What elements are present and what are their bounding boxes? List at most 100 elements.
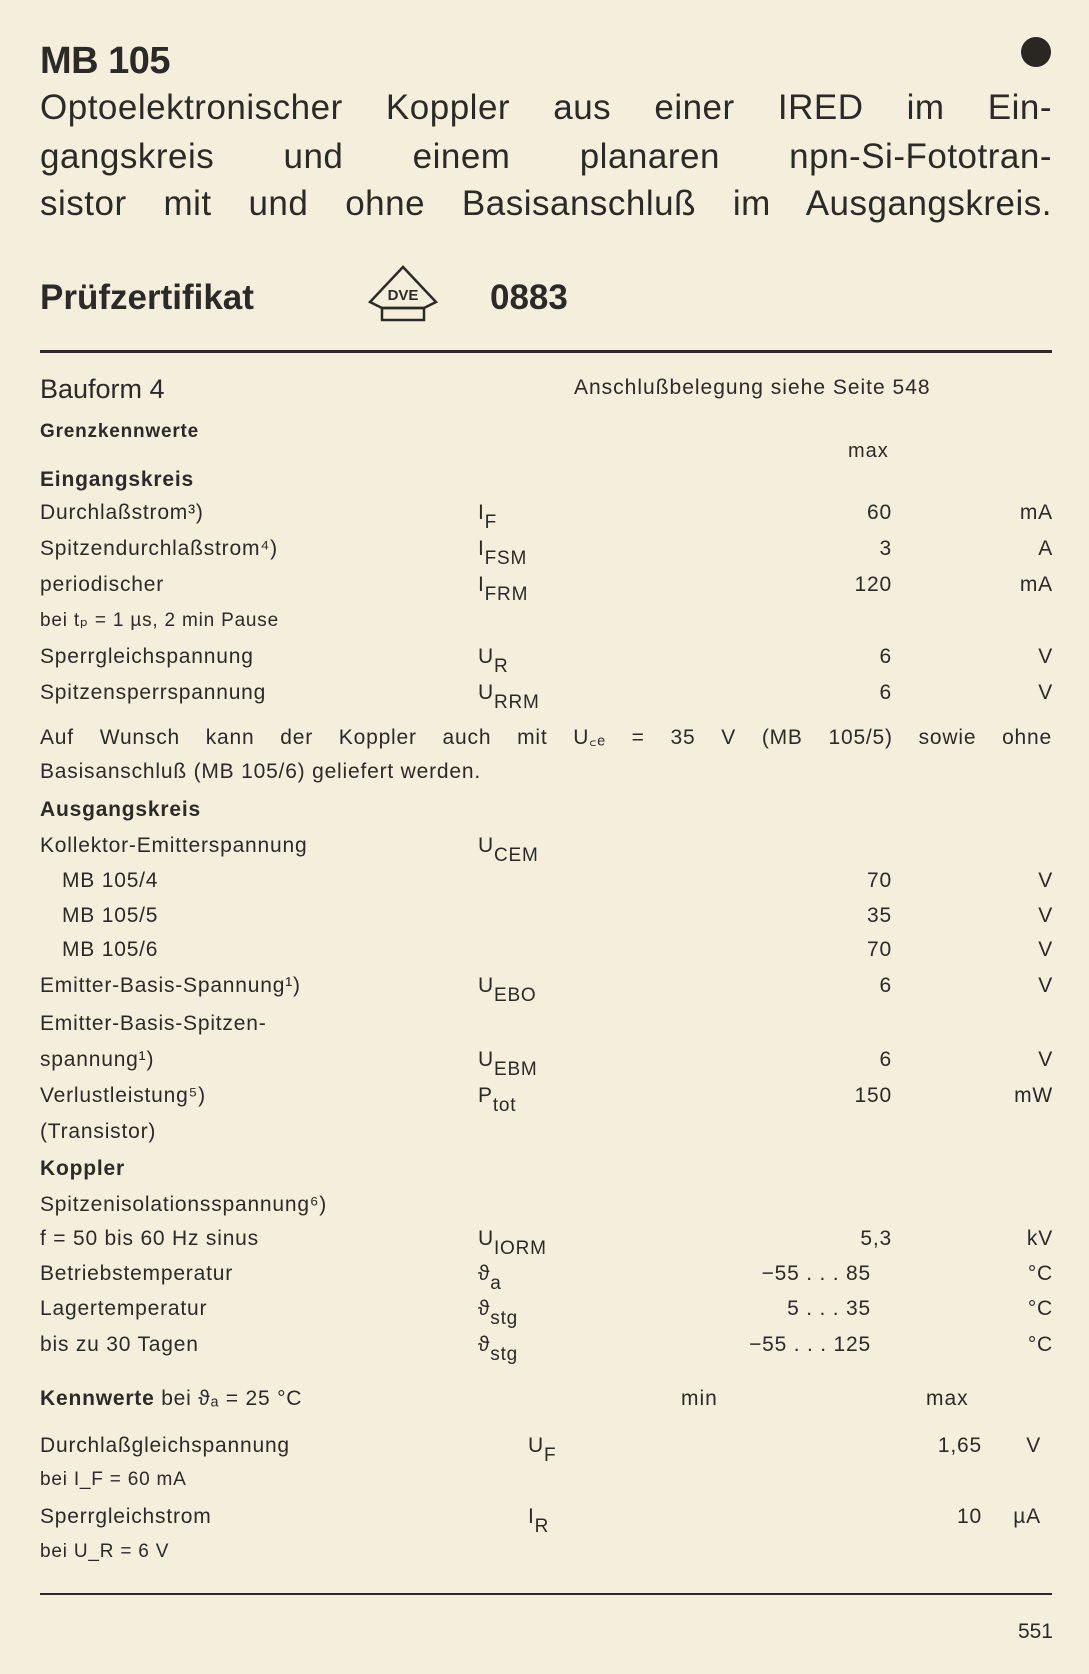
- description-line: sistor mit und ohne Basisanschluß im Aus…: [40, 184, 1052, 223]
- parameter-value: 35: [867, 904, 892, 927]
- parameter-label: MB 105/4: [62, 869, 159, 892]
- column-header-max: max: [926, 1387, 969, 1410]
- parameter-symbol: Ptot: [478, 1084, 517, 1116]
- table-row: bis zu 30 Tagen ϑstg −55 . . . 125 °C: [0, 1333, 1089, 1365]
- description-line: Optoelektronischer Koppler aus einer IRE…: [40, 88, 1052, 127]
- table-row: Lagertemperatur ϑstg 5 . . . 35 °C: [0, 1297, 1089, 1329]
- parameter-unit: °C: [1027, 1262, 1053, 1285]
- parameter-label: Spitzensperrspannung: [40, 681, 267, 704]
- package-form: Bauform 4: [40, 374, 165, 404]
- parameter-unit: V: [1038, 938, 1053, 961]
- parameter-symbol: UF: [528, 1434, 557, 1466]
- parameter-label: MB 105/6: [62, 938, 159, 961]
- pinout-note: Anschlußbelegung siehe Seite 548: [574, 376, 931, 399]
- divider-bottom: [40, 1593, 1052, 1595]
- table-row: Betriebstemperatur ϑa −55 . . . 85 °C: [0, 1262, 1089, 1294]
- parameter-unit: V: [1038, 869, 1053, 892]
- description-line: gangskreis und einem planaren npn-Si-Fot…: [40, 137, 1052, 176]
- parameter-unit: V: [1038, 645, 1053, 668]
- parameter-value: 150: [854, 1084, 892, 1107]
- parameter-label: bei I_F = 60 mA: [40, 1469, 187, 1490]
- table-row: MB 105/5 35 V: [0, 904, 1089, 934]
- table-row: Eingangskreis: [0, 468, 1089, 498]
- table-row: bei tₚ = 1 µs, 2 min Pause: [0, 609, 1089, 639]
- parameter-value: 6: [879, 1048, 892, 1071]
- marker-dot-icon: [1021, 37, 1051, 67]
- table-row: Ausgangskreis: [0, 798, 1089, 828]
- table-row: periodischer IFRM 120 mA: [0, 573, 1089, 605]
- parameter-value: 5,3: [860, 1227, 892, 1250]
- parameter-label: bis zu 30 Tagen: [40, 1333, 199, 1356]
- device-title: MB 105: [40, 40, 171, 82]
- divider-top: [40, 350, 1052, 353]
- parameter-label: Verlustleistung⁵): [40, 1084, 206, 1107]
- svg-text:DVE: DVE: [388, 287, 419, 304]
- parameter-symbol: UEBO: [478, 974, 537, 1006]
- table-row: Durchlaßgleichspannung UF 1,65 V: [0, 1434, 1089, 1466]
- parameter-symbol: UIORM: [478, 1227, 547, 1259]
- table-row: Spitzensperrspannung URRM 6 V: [0, 681, 1089, 713]
- certificate-number: 0883: [490, 278, 568, 317]
- parameter-unit: V: [1038, 904, 1053, 927]
- table-row: MB 105/6 70 V: [0, 938, 1089, 968]
- parameter-unit: V: [1038, 681, 1053, 704]
- parameter-label: Betriebstemperatur: [40, 1262, 233, 1285]
- parameter-label: Spitzendurchlaßstrom⁴): [40, 537, 278, 560]
- parameter-value: 5 . . . 35: [787, 1297, 871, 1320]
- parameter-label: bei tₚ = 1 µs, 2 min Pause: [40, 610, 279, 631]
- parameter-value: 1,65: [937, 1434, 982, 1457]
- table-row: (Transistor): [0, 1120, 1089, 1150]
- parameter-value: −55 . . . 85: [761, 1262, 871, 1285]
- parameter-unit: V: [1038, 1048, 1053, 1071]
- note-text: Auf Wunsch kann der Koppler auch mit U꜀ₑ…: [40, 726, 1052, 749]
- parameter-unit: A: [1038, 537, 1053, 560]
- parameter-symbol: ϑstg: [478, 1297, 519, 1329]
- table-row: Spitzendurchlaßstrom⁴) IFSM 3 A: [0, 537, 1089, 569]
- parameter-value: 6: [879, 974, 892, 997]
- parameter-label: Durchlaßstrom³): [40, 501, 204, 524]
- page-number: 551: [1017, 1620, 1053, 1643]
- parameter-unit: kV: [1026, 1227, 1053, 1250]
- parameter-label: periodischer: [40, 573, 164, 596]
- parameter-label: Koppler: [40, 1157, 125, 1180]
- parameter-label: Eingangskreis: [40, 468, 194, 491]
- parameter-symbol: UEBM: [478, 1048, 538, 1080]
- parameter-label: Sperrgleichstrom: [40, 1505, 212, 1528]
- parameter-symbol: IFRM: [478, 573, 529, 605]
- parameter-symbol: ϑa: [478, 1262, 502, 1294]
- column-header-max: max: [848, 440, 889, 462]
- certificate-label: Prüfzertifikat: [40, 278, 254, 317]
- parameter-unit: °C: [1027, 1297, 1053, 1320]
- parameter-symbol: UR: [478, 645, 509, 677]
- parameter-label: Sperrgleichspannung: [40, 645, 254, 668]
- parameter-label: f = 50 bis 60 Hz sinus: [40, 1227, 259, 1250]
- table-row: Sperrgleichspannung UR 6 V: [0, 645, 1089, 677]
- parameter-value: 70: [867, 869, 892, 892]
- parameter-value: 3: [879, 537, 892, 560]
- parameter-unit: V: [1026, 1434, 1041, 1457]
- limits-heading-row: Grenzkennwerte: [0, 421, 1089, 451]
- parameter-symbol: URRM: [478, 681, 540, 713]
- limits-heading: Grenzkennwerte: [40, 421, 200, 442]
- parameter-value: 10: [957, 1505, 982, 1528]
- parameter-value: 120: [854, 573, 892, 596]
- parameter-value: −55 . . . 125: [749, 1333, 871, 1356]
- table-row: Kollektor-Emitterspannung UCEM: [0, 834, 1089, 866]
- table-row: Emitter-Basis-Spitzen-: [0, 1012, 1089, 1042]
- dve-certificate-logo-icon: DVE: [362, 264, 444, 331]
- table-row: bei U_R = 6 V: [0, 1541, 1089, 1571]
- parameter-value: 6: [879, 645, 892, 668]
- parameter-unit: °C: [1027, 1333, 1053, 1356]
- parameter-value: 60: [867, 501, 892, 524]
- parameter-label: Kollektor-Emitterspannung: [40, 834, 308, 857]
- parameter-value: 70: [867, 938, 892, 961]
- parameter-label: Ausgangskreis: [40, 798, 201, 821]
- parameter-label: bei U_R = 6 V: [40, 1541, 170, 1562]
- parameter-value: 6: [879, 681, 892, 704]
- parameter-label: (Transistor): [40, 1120, 157, 1143]
- parameter-unit: mW: [1014, 1084, 1053, 1107]
- table-row: Durchlaßstrom³) IF 60 mA: [0, 501, 1089, 533]
- table-row: Emitter-Basis-Spannung¹) UEBO 6 V: [0, 974, 1089, 1006]
- characteristics-heading: Kennwerte bei ϑₐ = 25 °C: [40, 1387, 303, 1410]
- column-header-min: min: [681, 1387, 718, 1410]
